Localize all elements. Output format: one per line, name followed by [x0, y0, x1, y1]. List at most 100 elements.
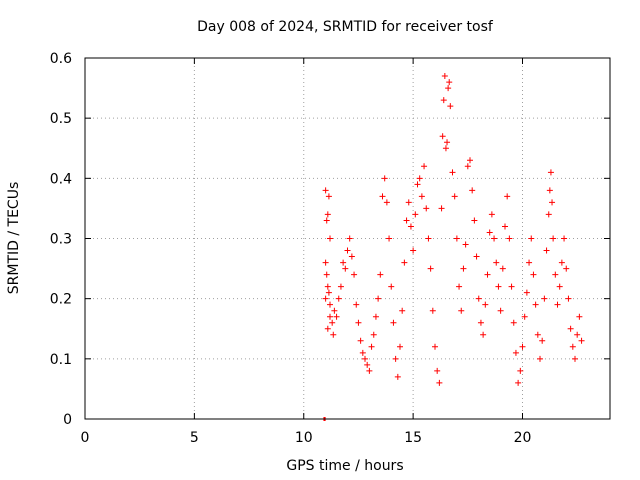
- data-point: [351, 271, 358, 278]
- data-point: [532, 301, 539, 308]
- data-point: [399, 307, 406, 314]
- data-point: [427, 265, 434, 272]
- data-point: [510, 319, 517, 326]
- y-tick-label: 0.6: [50, 51, 72, 67]
- data-point: [442, 145, 449, 152]
- data-point: [368, 343, 375, 350]
- data-point: [530, 271, 537, 278]
- data-point: [346, 235, 353, 242]
- data-point: [353, 301, 360, 308]
- data-point: [545, 211, 552, 218]
- data-point: [379, 193, 386, 200]
- data-point: [446, 79, 453, 86]
- x-axis-title: GPS time / hours: [286, 458, 403, 474]
- data-point: [543, 247, 550, 254]
- data-point: [388, 283, 395, 290]
- data-point: [330, 331, 337, 338]
- data-point: [377, 271, 384, 278]
- x-tick-labels: 0 5 10 15 20: [81, 430, 532, 446]
- data-point: [464, 163, 471, 170]
- data-point: [539, 337, 546, 344]
- data-point: [342, 265, 349, 272]
- data-point: [491, 235, 498, 242]
- data-point: [425, 235, 432, 242]
- data-point: [523, 289, 530, 296]
- data-point: [421, 163, 428, 170]
- data-point: [486, 229, 493, 236]
- data-point: [432, 343, 438, 350]
- y-tick-label: 0.4: [50, 171, 72, 187]
- x-tick-label: 20: [514, 430, 532, 446]
- x-tick-label: 0: [81, 430, 90, 446]
- data-point: [569, 343, 576, 350]
- data-point: [493, 259, 500, 266]
- data-point: [355, 319, 362, 326]
- data-point: [556, 283, 563, 290]
- data-point: [558, 259, 565, 266]
- data-point: [578, 337, 585, 344]
- data-point: [324, 283, 331, 290]
- data-point: [467, 157, 473, 164]
- data-point: [504, 193, 511, 200]
- y-tick-label: 0.3: [50, 232, 72, 248]
- data-point: [439, 133, 446, 140]
- chart-title: Day 008 of 2024, SRMTID for receiver tos…: [197, 19, 494, 35]
- data-point: [438, 205, 445, 212]
- data-point: [324, 211, 331, 218]
- data-point: [370, 331, 377, 338]
- data-point: [381, 175, 388, 182]
- data-point: [405, 199, 412, 206]
- data-point: [333, 313, 340, 320]
- data-point: [322, 187, 329, 194]
- data-point: [508, 283, 515, 290]
- data-point: [499, 265, 506, 272]
- data-point: [572, 355, 578, 362]
- data-point: [325, 289, 332, 296]
- data-point: [418, 193, 425, 200]
- data-point: [517, 367, 524, 374]
- data-point: [502, 223, 508, 230]
- data-point: [441, 73, 448, 80]
- data-point: [451, 193, 458, 200]
- data-point: [362, 355, 368, 362]
- data-point: [550, 235, 557, 242]
- y-tick-labels: 0 0.1 0.2 0.3 0.4 0.5 0.6: [50, 51, 72, 428]
- data-point: [323, 271, 330, 278]
- x-tick-label: 5: [190, 430, 199, 446]
- data-points: [322, 73, 585, 386]
- data-point: [473, 253, 480, 260]
- x-tick-label: 15: [404, 430, 422, 446]
- data-point: [401, 259, 408, 266]
- axis-ticks: [84, 57, 610, 420]
- data-point: [414, 181, 421, 188]
- data-point: [456, 283, 463, 290]
- data-point: [484, 271, 491, 278]
- data-point: [327, 313, 333, 320]
- data-point: [416, 175, 423, 182]
- data-point: [436, 379, 443, 386]
- data-point: [327, 235, 333, 242]
- data-point: [576, 313, 583, 320]
- data-point: [567, 325, 574, 332]
- data-point: [495, 283, 502, 290]
- data-point: [331, 307, 338, 314]
- data-point: [407, 223, 414, 230]
- data-point: [554, 301, 561, 308]
- y-tick-label: 0.5: [50, 111, 72, 127]
- data-point: [574, 331, 581, 338]
- data-point: [434, 367, 441, 374]
- data-point: [423, 205, 430, 212]
- data-point: [390, 319, 397, 326]
- data-point: [444, 139, 451, 146]
- data-point: [521, 313, 528, 320]
- data-point: [392, 355, 399, 362]
- data-point: [471, 217, 478, 224]
- data-point: [394, 373, 401, 380]
- data-point: [325, 193, 332, 200]
- y-tick-label: 0.2: [50, 292, 72, 308]
- data-point: [506, 235, 513, 242]
- data-point: [547, 169, 554, 176]
- y-tick-label: 0.1: [50, 352, 72, 368]
- x-tick-label: 10: [295, 430, 313, 446]
